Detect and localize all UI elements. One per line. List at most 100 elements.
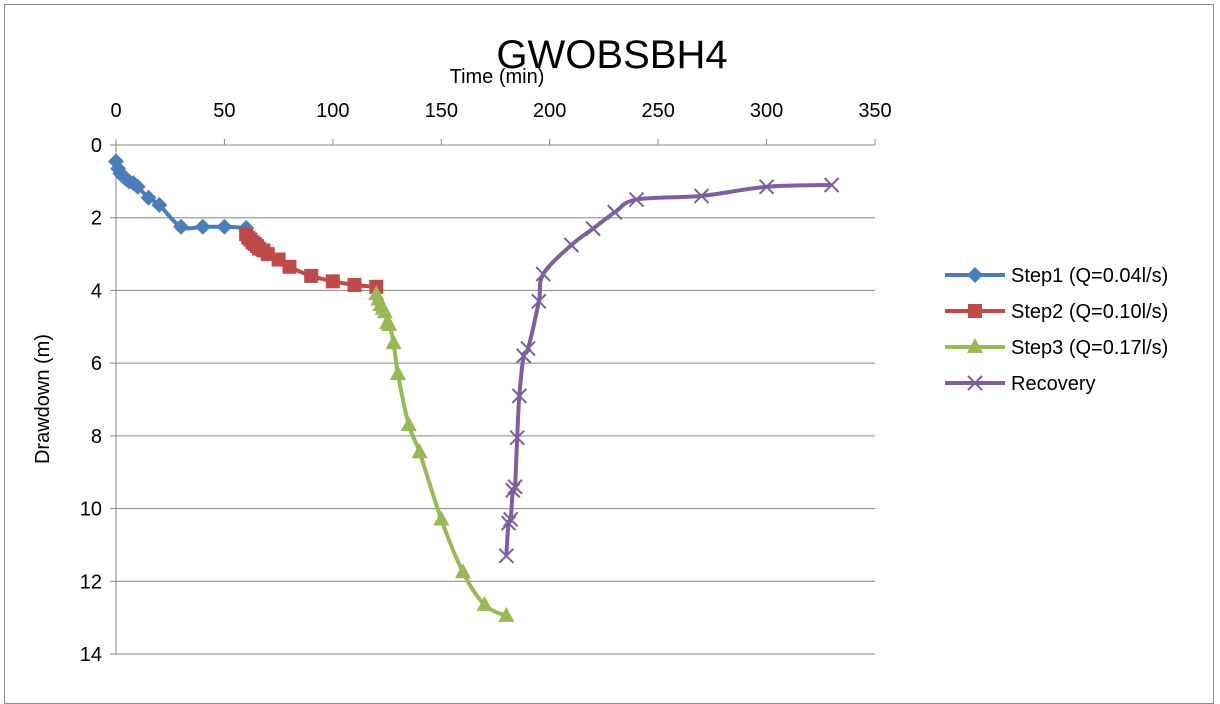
data-point — [823, 177, 840, 193]
x-tick-label: 200 — [533, 100, 566, 122]
data-point — [531, 293, 547, 310]
series-line — [114, 160, 247, 231]
data-point — [325, 274, 340, 289]
y-tick-label: 12 — [80, 571, 102, 593]
data-point — [381, 315, 398, 331]
data-point-stroke — [563, 237, 580, 253]
legend-item-3: Step3 (Q=0.17l/s) — [945, 337, 1168, 359]
data-point-stroke — [500, 515, 517, 531]
chart-frame — [4, 4, 1214, 704]
series-2 — [239, 227, 384, 294]
data-point-stroke — [628, 191, 645, 208]
data-point — [498, 548, 515, 564]
data-point — [758, 179, 775, 195]
data-point — [389, 365, 406, 381]
data-point — [607, 204, 623, 220]
series-line — [504, 182, 832, 556]
data-point — [967, 267, 983, 283]
y-tick-label: 14 — [80, 644, 102, 666]
y-tick-label: 0 — [91, 135, 102, 157]
data-point-stroke — [520, 340, 536, 357]
data-point — [505, 482, 521, 499]
data-point-stroke — [531, 293, 547, 310]
y-tick-label: 6 — [91, 353, 102, 375]
data-point-stroke — [505, 482, 521, 499]
y-tick-label: 4 — [91, 280, 102, 302]
axes: 0 2 4 6 8 10 12 14 0 50 100 150 200 250 300 350 — [80, 100, 892, 666]
series-1 — [108, 153, 255, 236]
data-point — [194, 218, 211, 235]
data-point — [271, 252, 286, 267]
data-point — [585, 220, 601, 237]
data-point — [376, 303, 393, 319]
data-point-stroke — [511, 388, 528, 404]
data-point — [563, 237, 580, 253]
data-point — [500, 515, 517, 531]
data-point-stroke — [967, 375, 983, 391]
data-point — [967, 338, 983, 353]
data-point-stroke — [535, 266, 551, 282]
data-point — [454, 563, 471, 579]
y-tick-label: 10 — [80, 499, 102, 521]
x-tick-label: 50 — [213, 100, 235, 122]
data-point — [400, 415, 417, 431]
data-point — [282, 259, 297, 274]
legend-item-2: Step2 (Q=0.10l/s) — [945, 301, 1168, 323]
data-point-stroke — [507, 479, 523, 495]
data-point-stroke — [515, 348, 532, 364]
legend-item-4: Recovery — [945, 373, 1095, 395]
data-point — [968, 304, 982, 318]
data-point — [347, 277, 362, 292]
legend-label: Recovery — [1011, 373, 1095, 395]
data-point — [411, 443, 428, 459]
data-point — [151, 196, 168, 213]
x-tick-label: 350 — [858, 100, 891, 122]
data-point — [511, 388, 528, 404]
x-tick-label: 300 — [750, 100, 783, 122]
data-point — [520, 340, 536, 357]
series-4 — [498, 177, 840, 564]
data-point-stroke — [502, 511, 519, 528]
data-point-stroke — [758, 179, 775, 195]
data-point-stroke — [693, 188, 710, 204]
legend: Step1 (Q=0.04l/s) Step2 (Q=0.10l/s) Step3 … — [945, 265, 1168, 395]
data-point-stroke — [585, 220, 601, 237]
x-tick-label: 150 — [425, 100, 458, 122]
data-point-stroke — [509, 429, 525, 446]
data-point — [509, 429, 525, 446]
data-point — [535, 266, 551, 282]
data-point — [693, 188, 710, 204]
data-point-stroke — [498, 548, 515, 564]
x-tick-label: 250 — [641, 100, 674, 122]
data-point — [140, 189, 157, 206]
y-axis-title: Drawdown (m) — [32, 334, 54, 464]
data-point — [173, 218, 190, 235]
legend-label: Step3 (Q=0.17l/s) — [1011, 337, 1168, 359]
legend-label: Step1 (Q=0.04l/s) — [1011, 265, 1168, 287]
data-point — [967, 375, 983, 391]
legend-item-1: Step1 (Q=0.04l/s) — [945, 265, 1168, 287]
data-point — [304, 268, 319, 283]
legend-label: Step2 (Q=0.10l/s) — [1011, 301, 1168, 323]
data-point — [129, 178, 146, 195]
x-tick-label: 100 — [316, 100, 349, 122]
data-point-stroke — [823, 177, 840, 193]
data-point — [385, 334, 402, 350]
chart-title: GWOBSBH4 — [496, 33, 727, 77]
data-point — [515, 348, 532, 364]
x-axis-title: Time (min) — [450, 66, 545, 88]
x-tick-label: 0 — [110, 100, 121, 122]
chart-svg: 0 2 4 6 8 10 12 14 0 50 100 150 200 250 300 350 GWOBSBH… — [32, 33, 1168, 666]
data-point — [628, 191, 645, 208]
data-point — [502, 511, 519, 528]
series-3 — [368, 285, 515, 622]
y-tick-label: 2 — [91, 208, 102, 230]
data-point — [476, 595, 493, 611]
series-layer — [108, 153, 840, 622]
data-point — [216, 218, 233, 235]
data-point — [498, 606, 515, 622]
grid-lines — [116, 217, 875, 655]
y-tick-label: 8 — [91, 426, 102, 448]
data-point — [433, 510, 450, 526]
data-point — [507, 479, 523, 495]
